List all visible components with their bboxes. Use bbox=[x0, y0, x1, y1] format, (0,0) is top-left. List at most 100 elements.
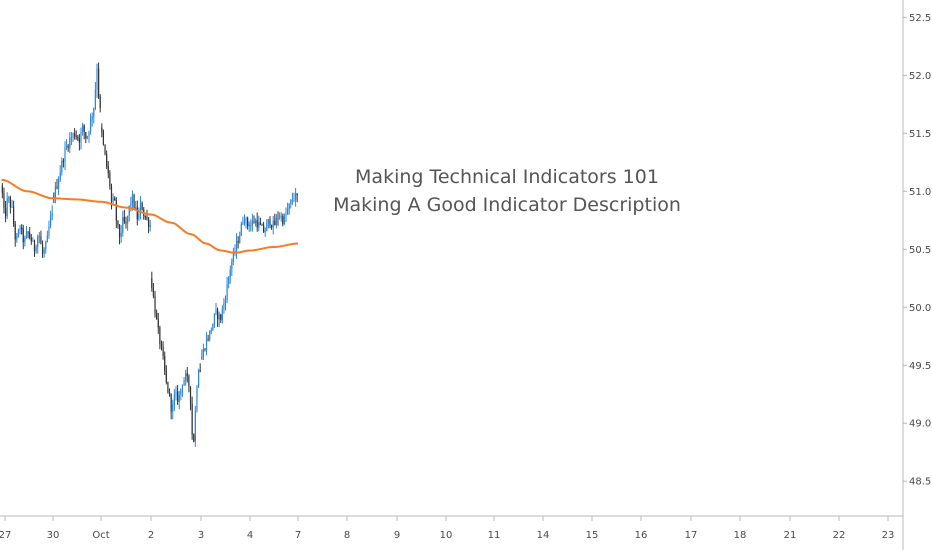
candle-body bbox=[115, 200, 117, 221]
candle-body bbox=[296, 193, 298, 195]
candle-body bbox=[75, 136, 77, 138]
candle-body bbox=[285, 213, 287, 216]
candle-body bbox=[118, 225, 121, 238]
candle-body bbox=[175, 391, 177, 396]
candle-body bbox=[74, 133, 76, 137]
candle-body bbox=[204, 349, 206, 351]
x-tick-label: 16 bbox=[635, 530, 648, 541]
candle-body bbox=[261, 224, 263, 226]
candle-body bbox=[213, 313, 216, 324]
candle-body bbox=[267, 219, 269, 224]
candle-body bbox=[94, 89, 96, 109]
y-tick-label: 51.00 bbox=[909, 187, 932, 198]
candle-body bbox=[78, 138, 80, 143]
candle-body bbox=[255, 220, 257, 223]
candle-body bbox=[90, 119, 92, 132]
candle-body bbox=[98, 68, 100, 97]
y-tick-label: 49.50 bbox=[909, 361, 932, 372]
candle-body bbox=[197, 370, 200, 388]
candle-body bbox=[9, 197, 11, 208]
candle-body bbox=[139, 202, 142, 214]
candle-body bbox=[154, 295, 156, 314]
x-tick-label: 2 bbox=[148, 530, 154, 541]
candle-body bbox=[165, 370, 167, 383]
x-axis-ticks: 27 30 Oct 2 3 4 7 8 9 10 11 14 15 16 17 18 21 22 23 bbox=[0, 516, 894, 541]
candle-body bbox=[110, 186, 113, 202]
candle-body bbox=[215, 309, 217, 314]
candle-body bbox=[269, 219, 271, 226]
candle-body bbox=[41, 244, 44, 254]
y-tick-label: 50.50 bbox=[909, 245, 932, 256]
candle-body bbox=[277, 217, 279, 219]
y-tick-label: 50.00 bbox=[909, 303, 932, 314]
candle-body bbox=[209, 330, 211, 340]
candle-body bbox=[22, 228, 24, 243]
candle-body bbox=[181, 385, 184, 389]
candle-body bbox=[242, 223, 244, 225]
candle-body bbox=[220, 314, 222, 320]
candle-body bbox=[259, 222, 261, 225]
y-tick-label: 49.00 bbox=[909, 419, 932, 430]
candle-body bbox=[58, 179, 60, 189]
candle-body bbox=[231, 261, 233, 270]
candle-body bbox=[45, 242, 47, 250]
candle-body bbox=[167, 382, 169, 393]
candle-body bbox=[1, 185, 3, 194]
candle-body bbox=[196, 387, 198, 411]
candle-body bbox=[274, 220, 276, 225]
candle-body bbox=[159, 327, 161, 344]
candle-body bbox=[85, 132, 87, 139]
candle-body bbox=[88, 131, 90, 137]
candle-body bbox=[11, 206, 13, 208]
candle-body bbox=[125, 221, 127, 224]
candle-body bbox=[37, 236, 39, 247]
candle-body bbox=[218, 314, 220, 320]
candle-body bbox=[35, 246, 37, 252]
candle-body bbox=[164, 355, 166, 371]
candle-body bbox=[295, 193, 297, 200]
candle-body bbox=[193, 434, 195, 442]
candle-body bbox=[173, 395, 175, 405]
candle-body bbox=[128, 205, 130, 217]
candle-body bbox=[104, 144, 106, 155]
x-tick-label: 23 bbox=[882, 530, 895, 541]
candle-body bbox=[189, 386, 192, 404]
candle-body bbox=[127, 216, 129, 224]
candle-body bbox=[61, 160, 63, 173]
x-tick-label: 9 bbox=[394, 530, 400, 541]
candle-body bbox=[109, 173, 111, 187]
y-tick-label: 48.50 bbox=[909, 477, 932, 488]
y-axis-ticks: 52.50 52.00 51.50 51.00 50.50 50.00 49.50 49.00… bbox=[903, 13, 932, 488]
candle-body bbox=[263, 224, 265, 233]
candle-body bbox=[243, 220, 246, 224]
candle-body bbox=[72, 133, 74, 138]
candle-body bbox=[144, 215, 146, 218]
candle-body bbox=[86, 136, 88, 139]
candle-body bbox=[245, 218, 247, 221]
moving-average-line bbox=[1, 178, 299, 254]
candle-body bbox=[235, 240, 238, 252]
candle-body bbox=[27, 231, 29, 233]
y-tick-label: 51.50 bbox=[909, 129, 932, 140]
candle-body bbox=[178, 394, 180, 402]
candle-body bbox=[221, 309, 223, 320]
candle-body bbox=[4, 208, 7, 217]
candle-body bbox=[19, 227, 21, 231]
candle-body bbox=[293, 199, 295, 201]
candle-body bbox=[120, 232, 122, 238]
candle-body bbox=[13, 206, 15, 224]
candle-body bbox=[122, 217, 124, 233]
candle-body bbox=[80, 131, 82, 143]
candle-body bbox=[151, 278, 153, 289]
candle-body bbox=[54, 186, 56, 198]
x-tick-label: 17 bbox=[685, 530, 698, 541]
candle-body bbox=[199, 370, 201, 372]
candle-body bbox=[77, 136, 79, 139]
candle-body bbox=[130, 203, 132, 206]
x-tick-label: 11 bbox=[488, 530, 501, 541]
candle-body bbox=[99, 96, 101, 109]
candle-body bbox=[51, 213, 53, 217]
candle-body bbox=[247, 218, 249, 227]
candle-body bbox=[232, 251, 235, 262]
